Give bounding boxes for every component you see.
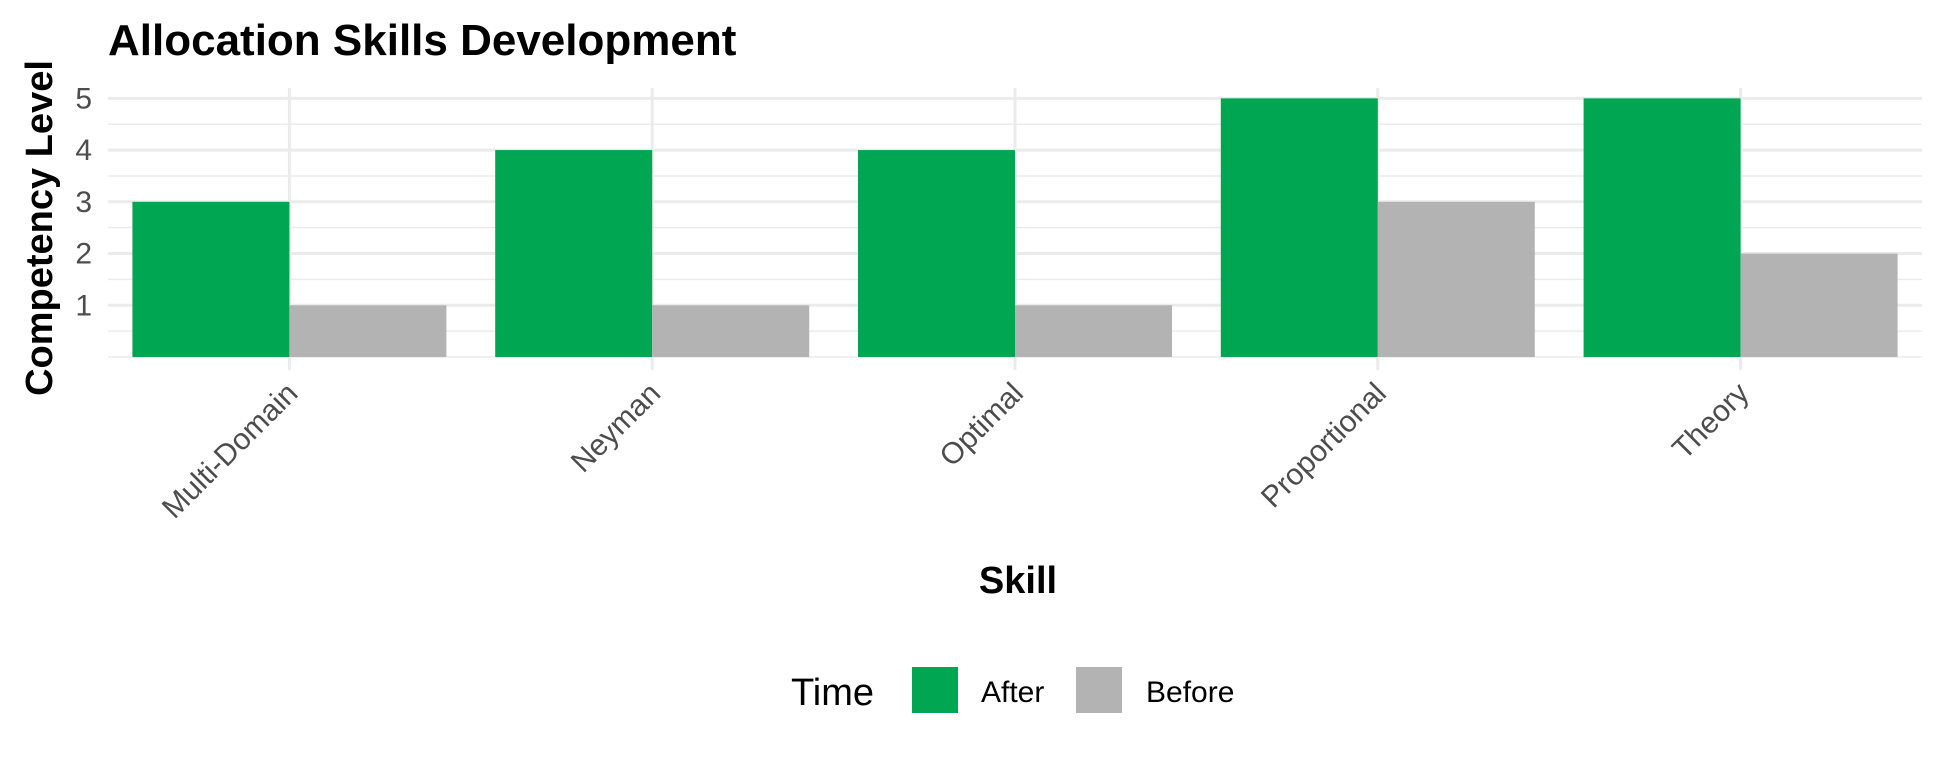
- x-tick-label: Multi-Domain: [156, 377, 304, 525]
- legend-key-after: [912, 667, 958, 713]
- bar-after-theory: [1583, 98, 1741, 357]
- legend-title: Time: [791, 672, 874, 714]
- bar-before-multi-domain: [289, 305, 447, 357]
- bar-after-multi-domain: [132, 201, 290, 357]
- bar-before-theory: [1740, 253, 1898, 357]
- bar-before-optimal: [1015, 305, 1172, 357]
- bar-after-optimal: [858, 150, 1015, 357]
- x-tick-label: Proportional: [1255, 377, 1393, 515]
- x-tick-label: Neyman: [565, 377, 667, 479]
- y-axis-title: Competency Level: [19, 60, 61, 396]
- x-tick-label: Theory: [1666, 377, 1755, 466]
- bar-after-neyman: [495, 150, 653, 357]
- y-tick-label: 3: [75, 186, 92, 219]
- x-axis-ticks: Multi-Domain Neyman Optimal Proportional The…: [156, 377, 1755, 525]
- x-tick-label: Optimal: [934, 377, 1030, 473]
- y-tick-label: 1: [75, 289, 92, 322]
- legend-label-after: After: [981, 676, 1044, 709]
- bar-after-proportional: [1220, 98, 1378, 357]
- legend-key-before: [1076, 667, 1122, 713]
- y-tick-label: 5: [75, 82, 92, 115]
- bar-before-proportional: [1377, 201, 1535, 357]
- legend: Time After Before: [791, 667, 1234, 714]
- x-axis-title: Skill: [979, 560, 1057, 602]
- y-tick-label: 4: [75, 134, 92, 167]
- bar-before-neyman: [652, 305, 810, 357]
- chart-title: Allocation Skills Development: [108, 16, 737, 65]
- y-axis-ticks: 1 2 3 4 5: [75, 82, 92, 322]
- legend-label-before: Before: [1146, 676, 1234, 709]
- bars: [132, 98, 1898, 357]
- y-tick-label: 2: [75, 238, 92, 271]
